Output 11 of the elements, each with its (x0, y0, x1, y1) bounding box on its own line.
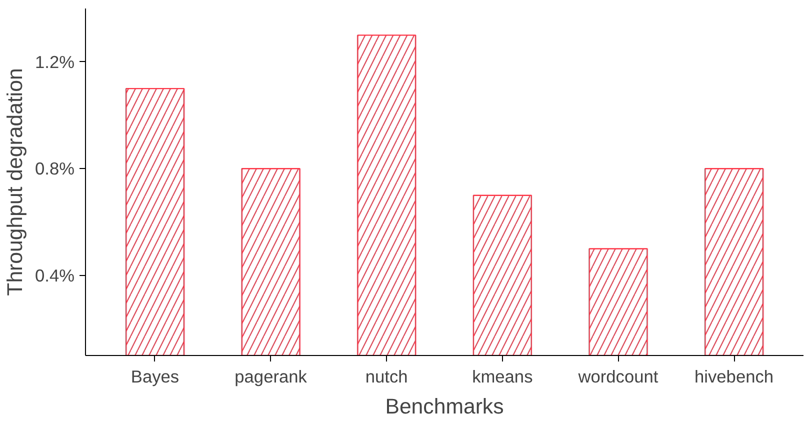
x-axis-title: Benchmarks (385, 394, 504, 418)
x-tick-label: wordcount (577, 366, 658, 386)
y-tick-label: 0.8% (35, 158, 75, 179)
x-tick-label: nutch (365, 366, 408, 386)
y-tick-label: 1.2% (35, 52, 75, 72)
x-tick-label: Bayes (130, 366, 180, 386)
x-tick-label: hivebench (694, 366, 774, 386)
x-tick-label: kmeans (472, 366, 534, 386)
x-tick-label: pagerank (234, 366, 308, 386)
y-axis-title: Throughput degradation (3, 68, 28, 296)
y-tick-label: 0.4% (35, 265, 75, 286)
